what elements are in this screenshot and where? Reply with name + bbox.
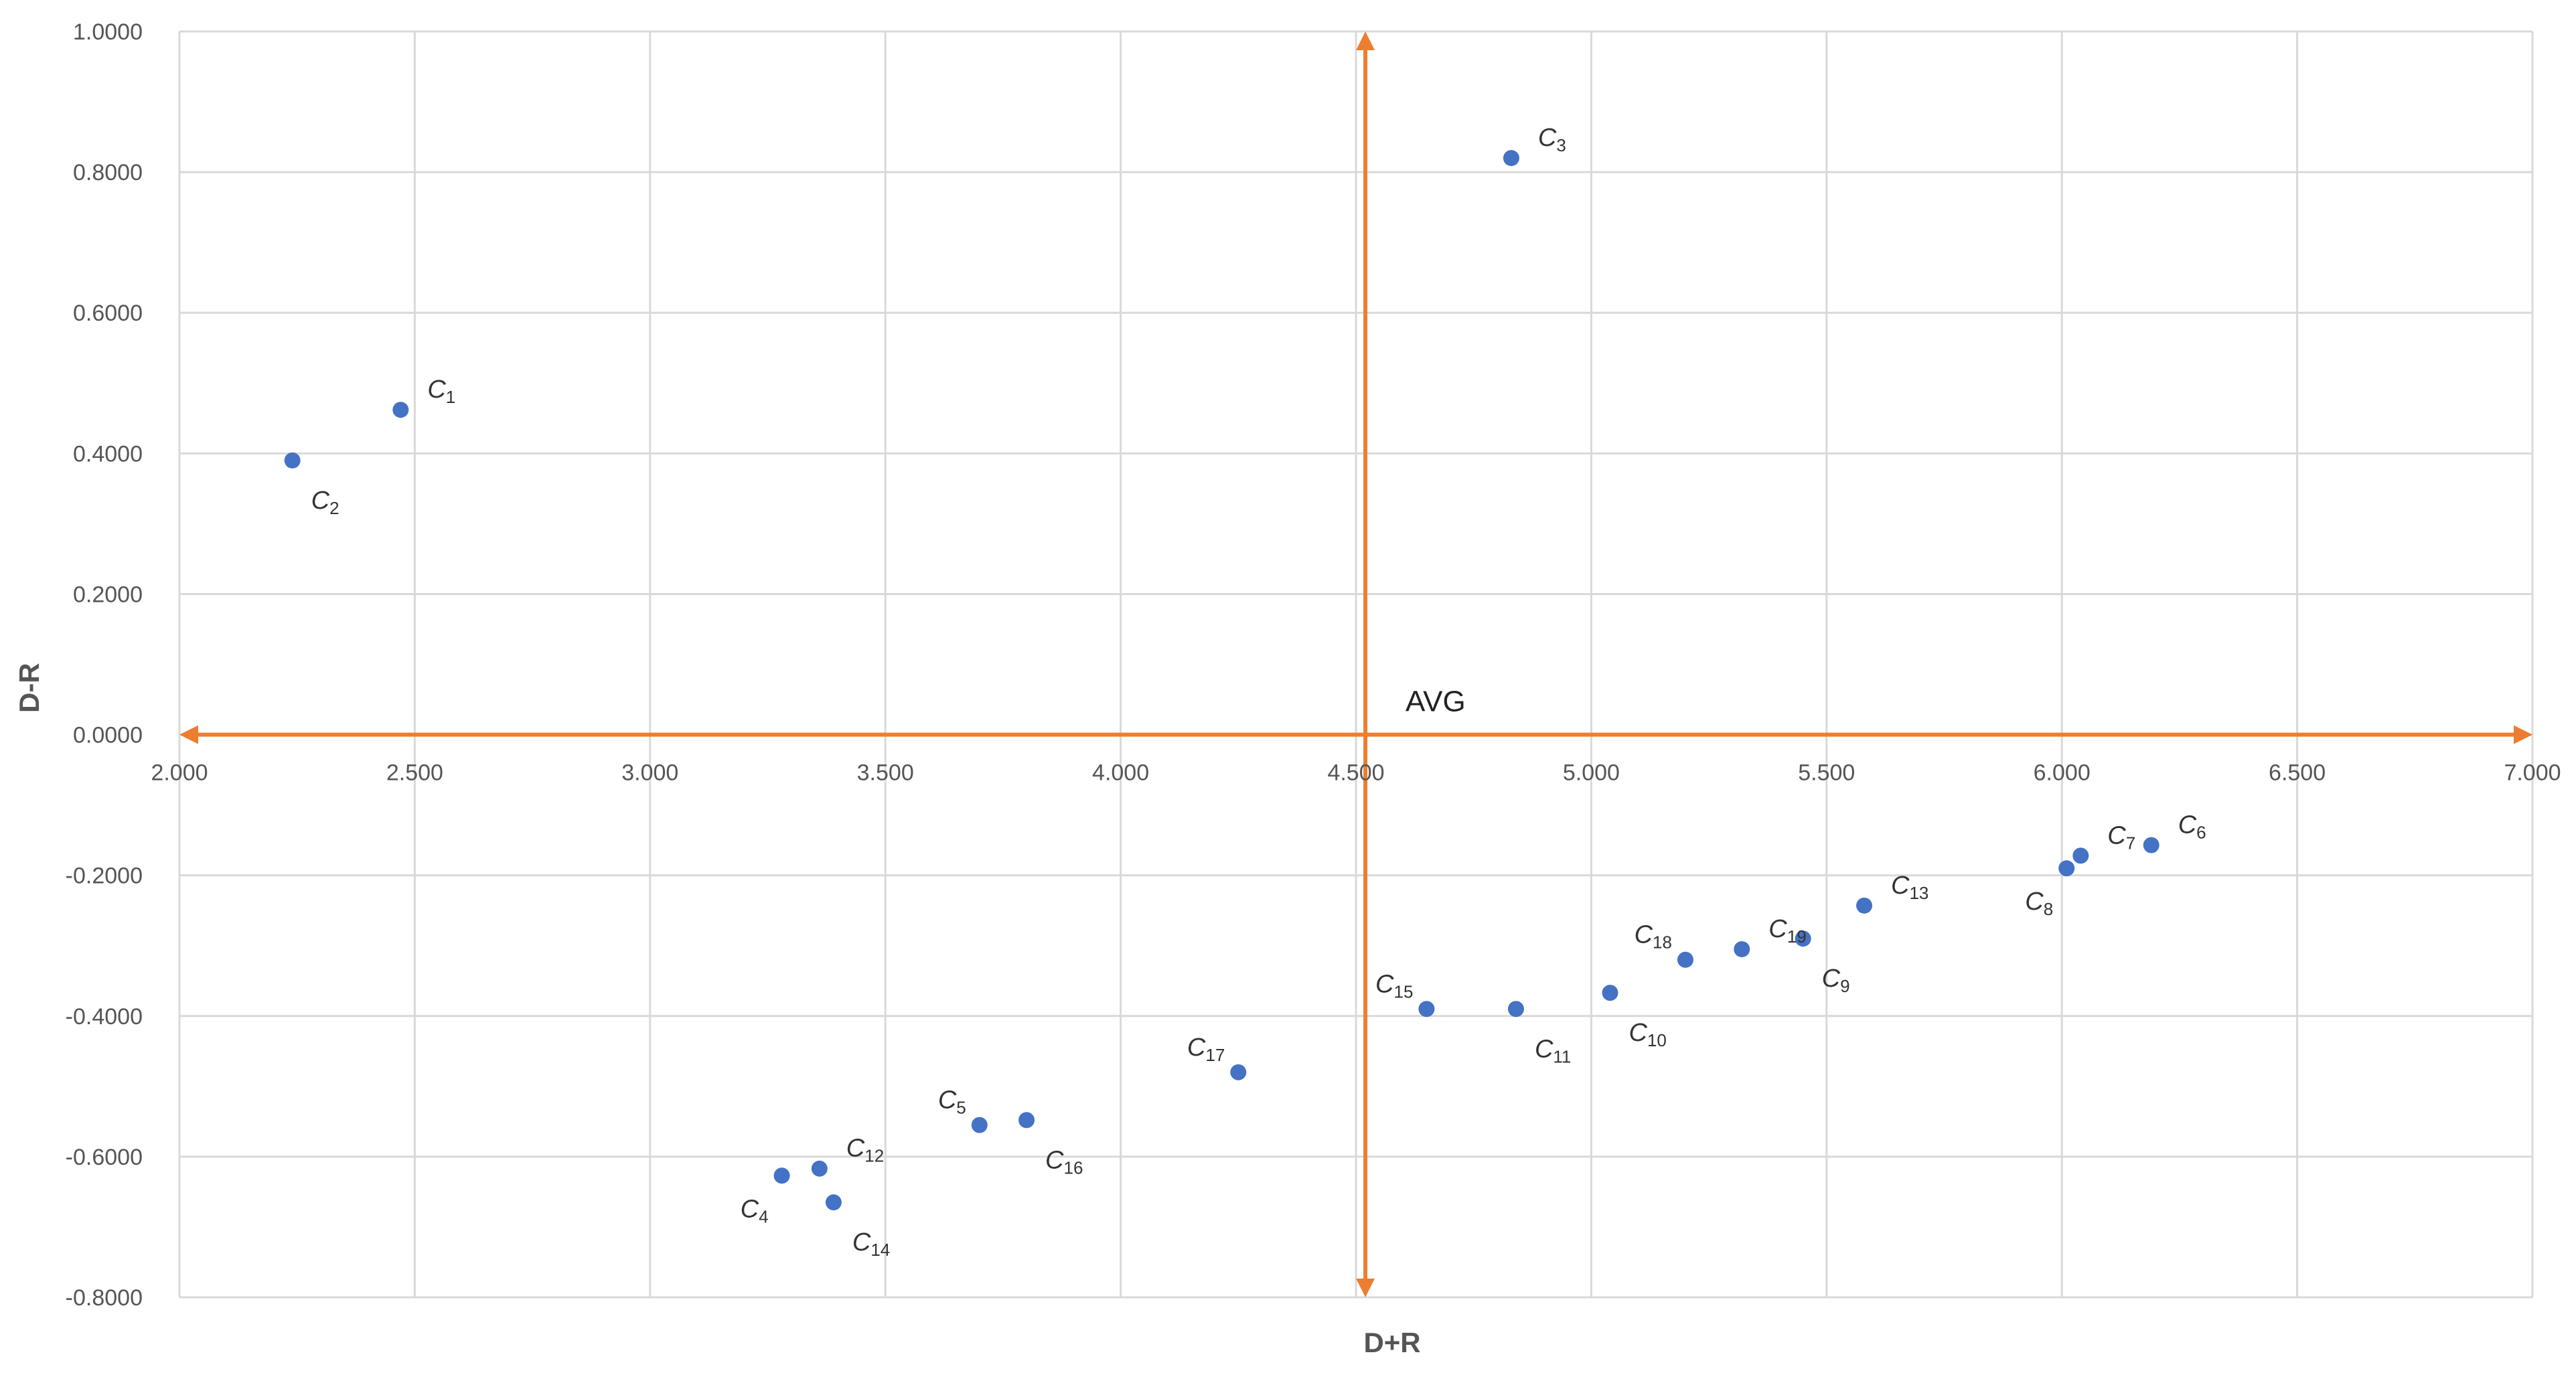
x-tick-label: 4.000 xyxy=(1092,760,1149,786)
data-point-c13 xyxy=(1856,897,1873,914)
data-point-c18 xyxy=(1677,951,1693,968)
y-tick-label: 0.4000 xyxy=(73,441,143,467)
data-point-c6 xyxy=(2143,837,2160,853)
tick-labels: 1.0000 0.8000 0.6000 0.4000 0.2000 0.0000 -0.2… xyxy=(66,19,2561,1311)
data-point-c9 xyxy=(1795,930,1811,947)
x-tick-label: 3.500 xyxy=(857,760,914,786)
grid xyxy=(178,30,2534,1299)
y-tick-label: -0.8000 xyxy=(66,1285,143,1311)
point-label-c16: C16 xyxy=(1045,1146,1083,1177)
arrowhead-bottom xyxy=(1356,1279,1375,1297)
point-label-c10: C10 xyxy=(1629,1019,1667,1050)
point-label-c4: C4 xyxy=(741,1195,769,1226)
data-point-c19 xyxy=(1734,941,1750,957)
point-label-c1: C1 xyxy=(427,376,455,407)
point-label-c6: C6 xyxy=(2178,811,2206,842)
x-axis-title: D+R xyxy=(1363,1327,1420,1358)
point-label-c8: C8 xyxy=(2025,888,2053,919)
x-tick-label: 5.000 xyxy=(1563,760,1620,786)
point-label-c19: C19 xyxy=(1768,915,1806,947)
x-tick-label: 2.000 xyxy=(151,760,208,786)
x-tick-label: 3.000 xyxy=(621,760,678,786)
data-point-c10 xyxy=(1602,985,1618,1001)
point-label-c18: C18 xyxy=(1635,921,1672,953)
data-point-c11 xyxy=(1507,1001,1524,1017)
avg-reference-lines xyxy=(179,31,2532,1297)
point-label-c12: C12 xyxy=(846,1135,884,1166)
y-tick-label: 1.0000 xyxy=(73,19,143,45)
data-point-c4 xyxy=(773,1167,790,1184)
data-point-c7 xyxy=(2072,847,2089,864)
y-axis-title: D-R xyxy=(13,663,45,713)
arrowhead-left xyxy=(179,725,198,744)
point-label-c9: C9 xyxy=(1822,965,1850,996)
x-tick-label: 6.500 xyxy=(2269,760,2326,786)
y-tick-label: -0.6000 xyxy=(66,1145,143,1170)
point-label-c14: C14 xyxy=(852,1228,890,1260)
point-label-c3: C3 xyxy=(1538,124,1566,155)
point-label-c5: C5 xyxy=(938,1086,966,1118)
point-label-c15: C15 xyxy=(1375,970,1413,1001)
x-tick-label: 4.500 xyxy=(1327,760,1384,786)
y-tick-label: -0.4000 xyxy=(66,1004,143,1030)
point-label-c11: C11 xyxy=(1535,1035,1571,1066)
data-point-c1 xyxy=(392,402,409,418)
data-points xyxy=(284,150,2160,1211)
data-point-c15 xyxy=(1418,1001,1435,1017)
arrowhead-top xyxy=(1356,31,1375,50)
y-tick-label: 0.0000 xyxy=(73,723,143,748)
x-tick-label: 5.500 xyxy=(1798,760,1855,786)
data-point-c3 xyxy=(1503,150,1519,167)
point-labels: C1 C2 C3 C4 C5 C6 C7 C8 C9 C10 C11 C12 C13 C14 C15 C16 C… xyxy=(311,124,2206,1260)
y-tick-label: -0.2000 xyxy=(66,864,143,889)
point-label-c17: C17 xyxy=(1187,1034,1225,1065)
data-point-c2 xyxy=(284,452,301,469)
point-label-c13: C13 xyxy=(1891,872,1928,903)
y-tick-label: 0.2000 xyxy=(73,582,143,607)
x-tick-label: 6.000 xyxy=(2034,760,2091,786)
avg-label: AVG xyxy=(1406,685,1466,718)
data-point-c17 xyxy=(1230,1064,1247,1080)
x-tick-label: 2.500 xyxy=(386,760,443,786)
data-point-c5 xyxy=(971,1117,988,1133)
point-label-c7: C7 xyxy=(2107,821,2135,853)
data-point-c16 xyxy=(1018,1112,1035,1129)
data-point-c8 xyxy=(2058,860,2075,877)
x-tick-label: 7.000 xyxy=(2504,760,2561,786)
data-point-c14 xyxy=(825,1194,842,1211)
y-tick-label: 0.8000 xyxy=(73,160,143,185)
point-label-c2: C2 xyxy=(311,487,339,518)
y-tick-label: 0.6000 xyxy=(73,301,143,326)
arrowhead-right xyxy=(2514,725,2532,744)
data-point-c12 xyxy=(811,1160,828,1177)
